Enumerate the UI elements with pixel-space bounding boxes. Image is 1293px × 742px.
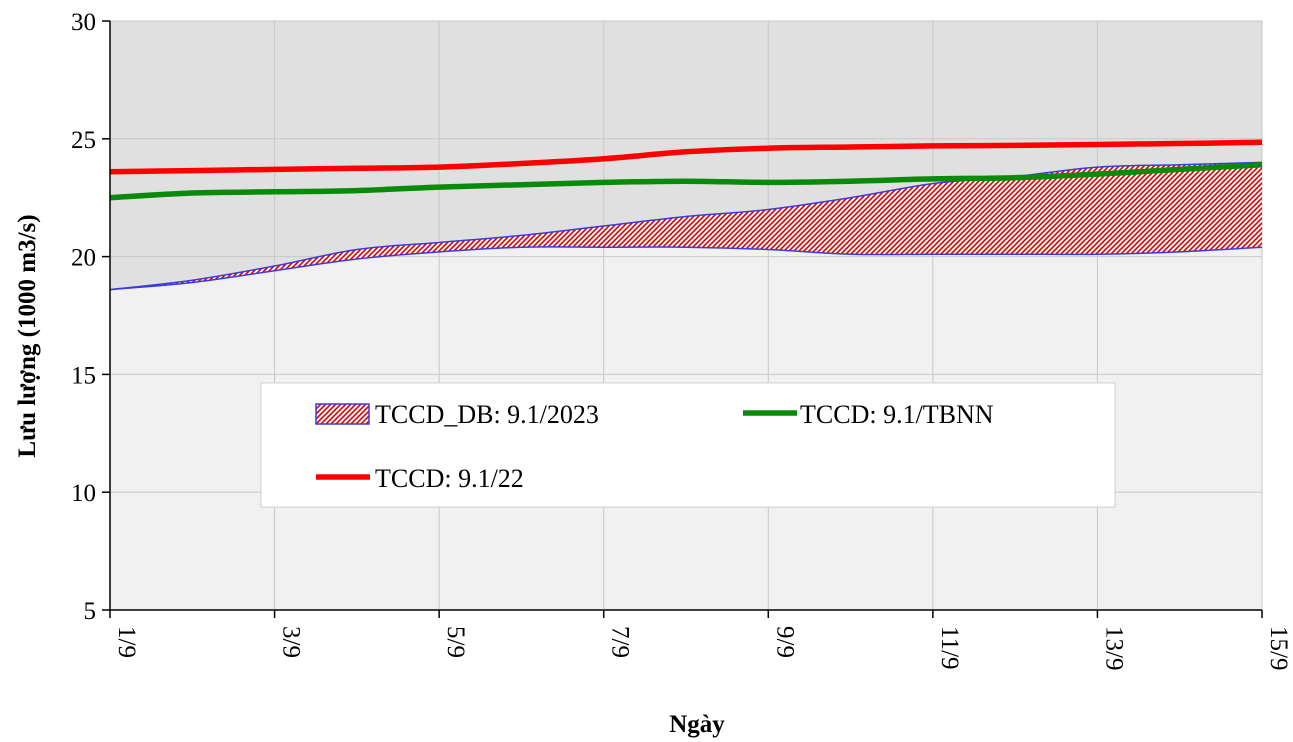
legend: TCCD_DB: 9.1/2023 TCCD: 9.1/TBNN TCCD: 9.1… bbox=[260, 382, 1116, 508]
x-tick-label: 3/9 bbox=[278, 626, 305, 658]
y-tick-label: 20 bbox=[71, 245, 96, 272]
band-layer bbox=[109, 161, 1263, 291]
y-tick-label: 15 bbox=[71, 362, 96, 389]
x-axis-title: Ngày bbox=[669, 711, 725, 738]
y-tick-label: 30 bbox=[71, 9, 96, 36]
band-lower-edge bbox=[109, 246, 1263, 291]
x-tick-label: 9/9 bbox=[771, 626, 798, 658]
legend-swatch-band bbox=[315, 403, 370, 425]
x-tick-label: 5/9 bbox=[442, 626, 469, 658]
y-axis-title: Lưu lượng (1000 m3/s) bbox=[14, 214, 41, 457]
legend-box bbox=[260, 382, 1116, 508]
series-line-1 bbox=[109, 161, 1263, 201]
legend-label-band: TCCD_DB: 9.1/2023 bbox=[375, 400, 599, 429]
x-tick-label: 11/9 bbox=[936, 626, 963, 670]
plot-background bbox=[110, 21, 1262, 610]
y-tick-label: 25 bbox=[71, 127, 96, 154]
x-tick-label: 15/9 bbox=[1265, 626, 1292, 670]
axes-layer: 5 10 15 20 25 30 1/9 3/9 5/9 7/9 9/9 11/9 13/9 15/9 bbox=[71, 9, 1292, 670]
band-fill bbox=[110, 162, 1262, 290]
x-tick-label: 1/9 bbox=[113, 626, 140, 658]
y-tick-label: 10 bbox=[71, 480, 96, 507]
x-tick-label: 13/9 bbox=[1100, 626, 1127, 670]
y-tick-label: 5 bbox=[84, 598, 97, 625]
x-tick-label: 7/9 bbox=[607, 626, 634, 658]
band-upper-edge bbox=[109, 161, 1263, 291]
legend-label-series-2: TCCD: 9.1/22 bbox=[375, 464, 524, 493]
series-line-2 bbox=[109, 139, 1263, 175]
plot-area-upper-background bbox=[110, 21, 1262, 290]
legend-label-series-1: TCCD: 9.1/TBNN bbox=[800, 400, 994, 429]
series-layer bbox=[109, 139, 1263, 201]
